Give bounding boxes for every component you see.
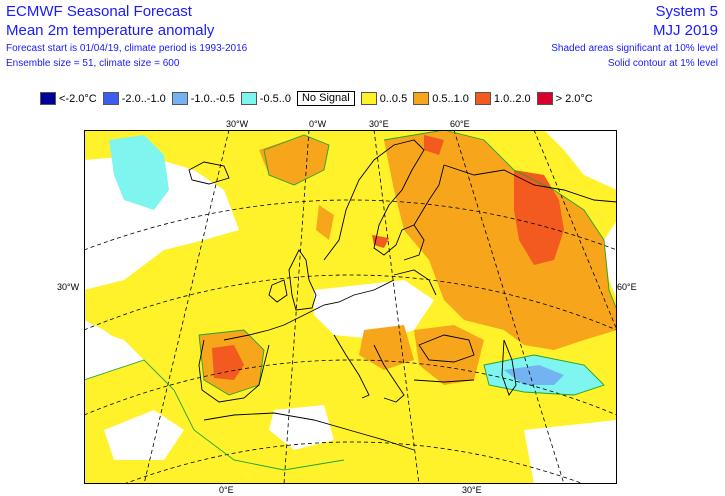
legend-label: > 2.0°C [555,92,593,105]
legend: <-2.0°C -2.0..-1.0 -1.0..-0.5 -0.5..0 No… [40,91,599,106]
system-label: System 5 [655,3,718,20]
legend-swatch [102,92,119,105]
legend-no-signal: No Signal [296,91,355,106]
legend-label: -0.5..0 [259,92,291,105]
legend-item: 0.5..1.0 [413,92,469,105]
region-negative-1.0-0.5 [504,365,564,385]
legend-item: > 2.0°C [536,92,593,105]
legend-swatch [474,92,491,105]
legend-swatch [413,92,430,105]
legend-label: <-2.0°C [59,92,97,105]
significance-contour: Solid contour at 1% level [607,58,718,69]
forecast-info: Forecast start is 01/04/19, climate peri… [6,43,248,54]
legend-item: 1.0..2.0 [474,92,531,105]
axis-label-bottom-0e: 0°E [219,485,234,495]
legend-label: 0.5..1.0 [432,92,469,105]
legend-swatch [240,92,257,105]
axis-label-top-0w: 0°W [309,119,327,129]
subtitle: Mean 2m temperature anomaly [6,22,215,39]
legend-item: -0.5..0 [240,92,291,105]
axis-label-right-60e: 60°E [617,282,637,292]
significance-shaded: Shaded areas significant at 10% level [551,43,718,54]
ensemble-info: Ensemble size = 51, climate size = 600 [6,58,180,69]
axis-label-left-30w: 30°W [57,282,80,292]
legend-item: 0..0.5 [360,92,408,105]
legend-swatch [536,92,553,105]
title: ECMWF Seasonal Forecast [6,3,192,20]
legend-item: <-2.0°C [40,92,97,105]
legend-swatch [40,92,56,105]
legend-label: 1.0..2.0 [493,92,531,105]
axis-label-bottom-30e: 30°E [462,485,482,495]
legend-label: -1.0..-0.5 [190,92,235,105]
coastlines [188,139,617,451]
legend-swatch [360,92,377,105]
graticule [84,130,617,484]
legend-swatch [171,92,188,105]
region-0.5-1.0 [199,130,617,395]
axis-label-top-30e: 30°E [369,119,389,129]
axis-label-top-60e: 60°E [450,119,470,129]
period-label: MJJ 2019 [652,22,718,39]
map-frame [84,130,617,484]
anomaly-map [84,130,617,484]
legend-item: -1.0..-0.5 [171,92,235,105]
axis-label-top-30w: 30°W [226,119,249,129]
legend-label: 0..0.5 [379,92,408,105]
legend-item: -2.0..-1.0 [102,92,166,105]
legend-label: -2.0..-1.0 [121,92,166,105]
